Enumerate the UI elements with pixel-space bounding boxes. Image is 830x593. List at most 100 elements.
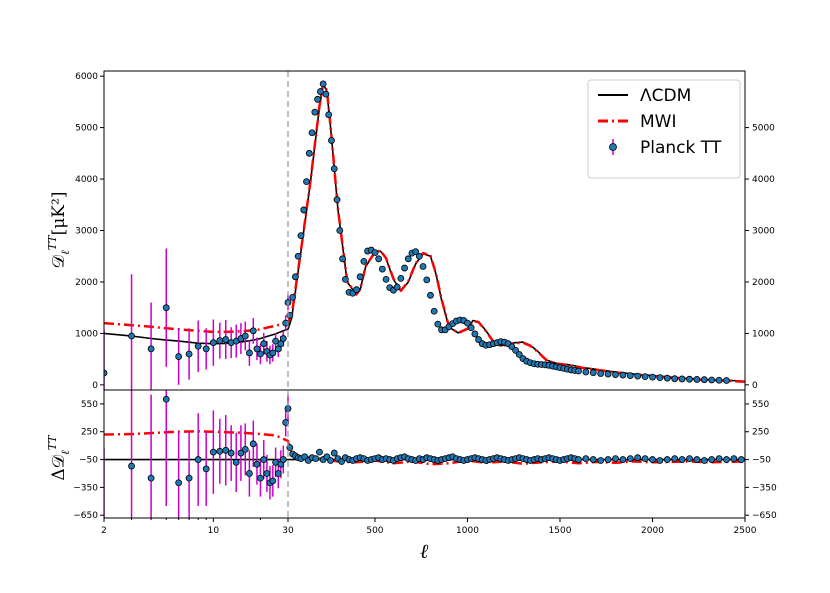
residuals-data-point [269,477,277,485]
spectrum-data-point [222,336,230,343]
residuals-y2-tick-label: 550 [752,400,769,410]
residuals-plot-area [104,390,745,518]
x-tick-label: 1500 [549,526,572,536]
legend-planck-marker [609,143,617,151]
residuals-data-point [246,470,253,477]
spectrum-data-point [397,274,405,282]
spectrum-y-tick-label: 2000 [75,278,98,288]
residuals-data-point [128,462,135,470]
spectrum-data-point [663,374,671,382]
residuals-data-point [612,455,619,463]
spectrum-data-point [434,320,442,328]
legend-box [587,79,741,179]
spectrum-data-point [260,340,268,348]
spectrum-data-point [289,293,297,301]
residuals-y2-tick-label: −650 [752,511,777,521]
ylabel-spectrum: 𝒟ℓTT[μK²] [46,192,72,269]
spectrum-data-point [249,327,257,335]
spectrum-data-point [423,276,431,284]
spectrum-data-point [475,336,482,343]
spectrum-data-point [464,319,471,327]
residuals-data-point [619,456,627,463]
spectrum-y-tick-label: 3000 [75,227,98,237]
spectrum-planck-points [104,80,730,390]
residuals-data-point [279,456,287,463]
spectrum-data-point [471,330,479,338]
residuals-data-point [678,456,686,463]
x-tick-label: 1000 [456,526,479,536]
residuals-data-point [641,455,649,463]
residuals-data-point [589,456,597,463]
spectrum-data-point [336,227,344,234]
legend: ΛCDM MWI Planck TT [587,79,741,179]
spectrum-data-point [649,373,656,381]
residuals-data-point [237,449,245,457]
spectrum-data-point [194,342,202,350]
spectrum-data-point [582,368,590,376]
spectrum-data-point [202,345,210,353]
residuals-data-point [257,474,264,482]
spectrum-data-point [300,206,308,214]
spectrum-data-point [257,350,264,358]
spectrum-data-point [723,377,730,384]
spectrum-data-point [128,332,135,340]
spectrum-panel [104,80,745,390]
legend-lcdm-label: ΛCDM [640,86,691,106]
spectrum-data-point [328,137,335,144]
residuals-data-point [263,470,271,477]
residuals-data-point [316,448,323,456]
residuals-data-point [575,456,582,463]
spectrum-y-tick-label: 0 [92,381,98,391]
residuals-data-point [723,456,730,463]
spectrum-data-point [641,373,649,381]
spectrum-data-point [378,265,386,273]
spectrum-y-tick-label: 5000 [75,124,98,134]
spectrum-data-point [272,337,280,345]
spectrum-data-point [619,371,627,379]
residuals-data-point [185,474,193,482]
spectrum-data-point [401,264,408,272]
residuals-data-point [241,445,249,453]
residuals-data-point [327,457,334,464]
spectrum-data-point [427,291,434,299]
spectrum-lcdm-curve [104,83,745,383]
spectrum-data-point [308,129,316,137]
residuals-y-tick-label: 250 [81,428,98,438]
spectrum-data-point [316,88,324,95]
residuals-data-point [202,465,210,473]
residuals-data-point [162,395,170,403]
spectrum-data-point [294,252,302,260]
spectrum-y-tick-label: 1000 [75,329,98,339]
residuals-data-point [222,446,230,454]
residuals-planck-points [104,390,745,518]
residuals-data-point [194,456,202,463]
spectrum-data-point [512,346,519,354]
residuals-data-point [227,449,235,457]
residuals-y2-tick-label: −50 [752,456,771,466]
spectrum-data-point [382,275,390,283]
residuals-data-point [216,447,224,455]
spectrum-data-point [371,249,379,257]
spectrum-plot-area [104,80,745,390]
spectrum-data-point [325,111,333,119]
residuals-data-point [253,460,261,468]
residuals-data-point [249,440,257,448]
residual-panel [104,390,745,518]
residuals-data-point [663,456,671,463]
spectrum-data-point [575,367,582,375]
residuals-data-point [730,455,738,463]
spectrum-data-point [604,370,612,378]
spectrum-data-point [589,369,597,377]
residuals-data-point [175,479,183,487]
spectrum-data-point [311,108,319,116]
spectrum-data-point [597,370,605,377]
residuals-y-tick-label: 550 [81,400,98,410]
spectrum-data-point [656,374,664,382]
spectrum-data-point [162,304,170,312]
xlabel: ℓ [420,539,429,563]
spectrum-y2-tick-label: 5000 [752,124,775,134]
spectrum-data-point [353,286,360,294]
residuals-data-point [232,458,240,466]
residuals-data-point [274,470,282,477]
